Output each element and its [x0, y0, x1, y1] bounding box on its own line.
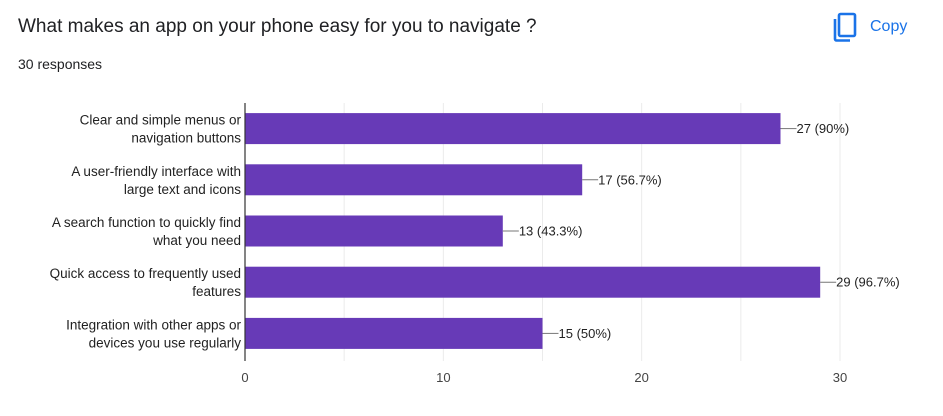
copy-label: Copy [870, 18, 908, 35]
category-label: Clear and simple menus or [80, 113, 242, 128]
category-label: what you need [152, 233, 241, 248]
question-title: What makes an app on your phone easy for… [18, 16, 537, 37]
category-label: A user-friendly interface with [71, 164, 241, 179]
data-label: 13 (43.3%) [519, 224, 583, 239]
category-label: devices you use regularly [89, 335, 242, 350]
labels: 0 10 20 30 27 (90%) Clear and simple menus or… [50, 113, 900, 385]
x-tick-label: 20 [634, 370, 648, 385]
data-label: 17 (56.7%) [598, 172, 662, 187]
bar [245, 317, 543, 349]
x-tick-label: 0 [241, 370, 248, 385]
category-label: features [192, 284, 241, 299]
category-label: A search function to quickly find [52, 215, 241, 230]
copy-icon [833, 12, 857, 42]
bars [245, 113, 821, 349]
category-label: large text and icons [124, 182, 241, 197]
bar [245, 113, 781, 145]
category-label: Quick access to frequently used [50, 266, 241, 281]
x-tick-label: 10 [436, 370, 450, 385]
data-label: 15 (50%) [559, 326, 612, 341]
response-count: 30 responses [18, 56, 103, 72]
data-label: 27 (90%) [797, 121, 850, 136]
bar [245, 266, 821, 298]
category-label: navigation buttons [131, 131, 241, 146]
bar [245, 164, 583, 196]
bar [245, 215, 503, 247]
data-label: 29 (96.7%) [836, 275, 900, 290]
copy-button[interactable]: Copy [826, 10, 913, 44]
category-label: Integration with other apps or [66, 317, 241, 332]
x-tick-label: 30 [833, 370, 847, 385]
